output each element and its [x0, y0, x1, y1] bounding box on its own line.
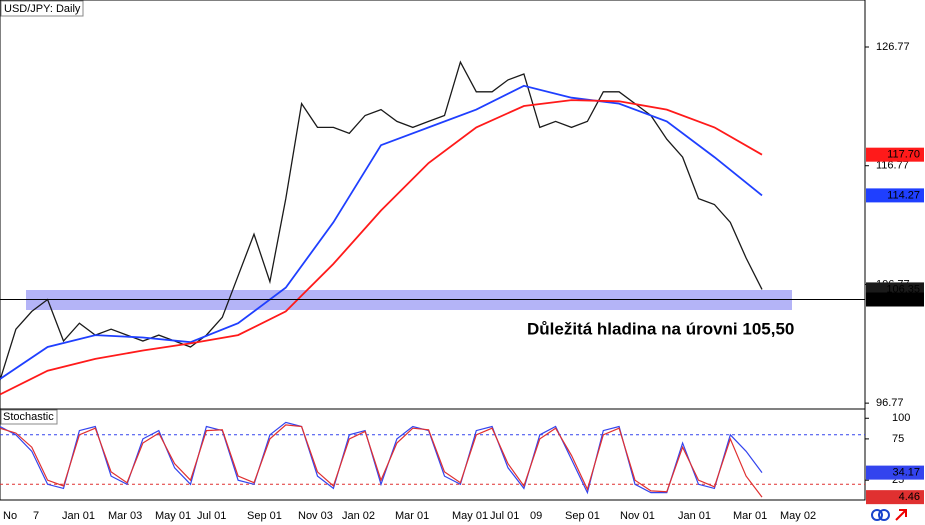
stoch-title: Stochastic — [3, 411, 54, 423]
x-tick-label: 09 — [530, 510, 542, 522]
price-box-label: 34.17 — [892, 467, 920, 479]
series-line — [0, 84, 763, 380]
price-box-label: 114.27 — [887, 189, 920, 201]
title-box — [0, 0, 84, 17]
icon-link-2[interactable] — [878, 509, 890, 521]
x-tick-label: May 02 — [780, 510, 816, 522]
y-tick-label: 116.77 — [876, 160, 909, 172]
x-tick-label: Mar 01 — [395, 510, 429, 522]
y-tick-label: 100 — [892, 412, 910, 424]
price-box-label: 117.70 — [887, 149, 920, 161]
chart-title: USD/JPY: Daily — [4, 3, 81, 15]
price-box — [866, 147, 924, 162]
price-box — [866, 490, 924, 505]
y-tick-label: 96.77 — [876, 397, 904, 409]
y-tick-label: 126.77 — [876, 41, 910, 53]
x-tick-label: Jan 01 — [62, 510, 95, 522]
price-box-label: 105.50 — [886, 293, 920, 305]
x-tick-label: May 01 — [155, 510, 191, 522]
stoch-title-box — [0, 409, 58, 425]
price-box — [866, 292, 924, 307]
x-tick-label: No — [3, 510, 17, 522]
price-box — [866, 188, 924, 203]
price-box-label: 4.46 — [899, 491, 920, 503]
series-line — [0, 99, 763, 396]
icon-link[interactable] — [871, 509, 883, 521]
annotation: Důležitá hladina na úrovni 105,50 — [527, 319, 794, 338]
icon-arrow[interactable] — [895, 509, 907, 521]
x-tick-label: Jul 01 — [197, 510, 226, 522]
y-tick-label: 75 — [892, 433, 904, 445]
x-tick-label: Jan 02 — [342, 510, 375, 522]
icons — [871, 509, 907, 521]
x-tick-label: Sep 01 — [247, 510, 282, 522]
series-line — [0, 424, 763, 498]
x-tick-label: May 01 — [452, 510, 488, 522]
series-line — [0, 421, 763, 495]
x-tick-label: 7 — [33, 510, 39, 522]
price-box — [866, 465, 924, 480]
x-tick-label: Mar 01 — [733, 510, 767, 522]
x-tick-label: Nov 01 — [620, 510, 655, 522]
price-box-label: 106.35 — [886, 283, 920, 295]
plot-frame — [0, 0, 866, 501]
x-tick-label: Nov 03 — [298, 510, 333, 522]
x-tick-label: Jul 01 — [490, 510, 519, 522]
x-tick-label: Jan 01 — [678, 510, 711, 522]
x-tick-label: Mar 03 — [108, 510, 142, 522]
x-tick-label: Sep 01 — [565, 510, 600, 522]
